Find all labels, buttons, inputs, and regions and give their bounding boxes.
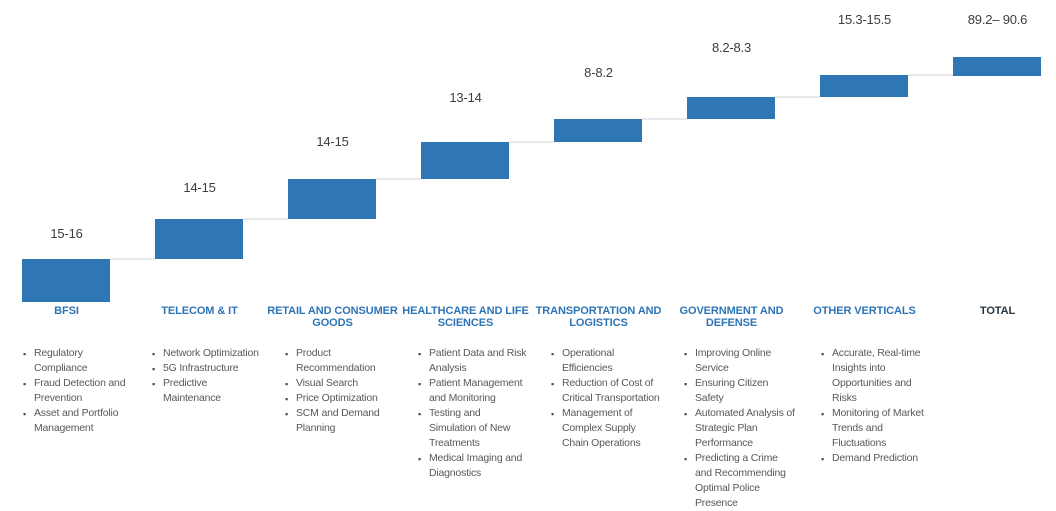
use-case-item: Accurate, Real-time Insights into Opport…	[821, 346, 932, 406]
use-case-list-other-verticals: Accurate, Real-time Insights into Opport…	[802, 346, 935, 467]
use-case-list-government-defense: Improving Online ServiceEnsuring Citizen…	[665, 346, 798, 511]
value-label-transportation-logistics: 8-8.2	[584, 65, 613, 80]
use-case-item: SCM and Demand Planning	[285, 406, 396, 436]
bar-other-verticals	[820, 75, 908, 97]
category-label-government-defense: GOVERNMENT AND DEFENSE	[679, 305, 784, 329]
waterfall-chart: 15-16 14-15 14-15 13-14 8-8.2 8.2-8.3 15…	[0, 0, 1056, 500]
use-case-list-retail-consumer-goods: Product RecommendationVisual SearchPrice…	[266, 346, 399, 436]
category-label-transportation-logistics: TRANSPORTATION AND LOGISTICS	[535, 305, 662, 329]
use-case-item: Ensuring Citizen Safety	[684, 376, 795, 406]
value-label-government-defense: 8.2-8.3	[711, 40, 752, 55]
bar-telecom-it	[155, 219, 243, 259]
use-case-item: Predictive Maintenance	[152, 376, 263, 406]
category-label-other-verticals: OTHER VERTICALS	[813, 305, 916, 317]
value-label-healthcare-life-sciences: 13-14	[449, 90, 482, 105]
use-case-item: Improving Online Service	[684, 346, 795, 376]
bar-retail-consumer-goods	[288, 179, 376, 219]
value-label-telecom-it: 14-15	[183, 180, 216, 195]
use-case-item: Predicting a Crime and Recommending Opti…	[684, 451, 795, 511]
value-label-bfsi: 15-16	[50, 226, 83, 241]
use-case-item: Product Recommendation	[285, 346, 396, 376]
use-case-item: Patient Data and Risk Analysis	[418, 346, 529, 376]
bar-bfsi	[22, 259, 110, 302]
use-case-list-bfsi: Regulatory ComplianceFraud Detection and…	[4, 346, 137, 436]
category-label-bfsi: BFSI	[54, 305, 79, 317]
category-label-telecom-it: TELECOM & IT	[161, 305, 238, 317]
connector-line	[775, 96, 820, 98]
bar-total	[953, 57, 1041, 76]
category-label-healthcare-life-sciences: HEALTHCARE AND LIFE SCIENCES	[402, 305, 529, 329]
connector-line	[908, 74, 953, 76]
connector-line	[243, 218, 288, 220]
use-case-list-healthcare-life-sciences: Patient Data and Risk AnalysisPatient Ma…	[399, 346, 532, 481]
use-case-item: Regulatory Compliance	[23, 346, 134, 376]
use-case-item: Network Optimization	[152, 346, 263, 362]
use-case-item: Management of Complex Supply Chain Opera…	[551, 406, 662, 451]
use-case-item: Automated Analysis of Strategic Plan Per…	[684, 406, 795, 451]
category-label-retail-consumer-goods: RETAIL AND CONSUMER GOODS	[267, 305, 398, 329]
use-case-item: Fraud Detection and Prevention	[23, 376, 134, 406]
bar-government-defense	[687, 97, 775, 119]
use-case-item: Asset and Portfolio Management	[23, 406, 134, 436]
use-case-item: 5G Infrastructure	[152, 361, 263, 377]
category-label-total: TOTAL	[979, 305, 1016, 317]
use-case-item: Operational Efficiencies	[551, 346, 662, 376]
use-case-item: Demand Prediction	[821, 451, 932, 467]
connector-line	[110, 258, 155, 260]
connector-line	[642, 118, 687, 120]
connector-line	[376, 178, 421, 180]
connector-line	[509, 141, 554, 143]
use-case-list-telecom-it: Network Optimization5G InfrastructurePre…	[133, 346, 266, 406]
use-case-item: Patient Management and Monitoring	[418, 376, 529, 406]
bar-healthcare-life-sciences	[421, 142, 509, 179]
use-case-item: Visual Search	[285, 376, 396, 392]
use-case-item: Medical Imaging and Diagnostics	[418, 451, 529, 481]
value-label-retail-consumer-goods: 14-15	[316, 134, 349, 149]
use-case-item: Price Optimization	[285, 391, 396, 407]
use-case-item: Testing and Simulation of New Treatments	[418, 406, 529, 451]
bar-transportation-logistics	[554, 119, 642, 142]
value-label-other-verticals: 15.3-15.5	[837, 12, 892, 27]
value-label-total: 89.2– 90.6	[967, 12, 1028, 27]
use-case-item: Reduction of Cost of Critical Transporta…	[551, 376, 662, 406]
use-case-list-transportation-logistics: Operational EfficienciesReduction of Cos…	[532, 346, 665, 451]
use-case-item: Monitoring of Market Trends and Fluctuat…	[821, 406, 932, 451]
